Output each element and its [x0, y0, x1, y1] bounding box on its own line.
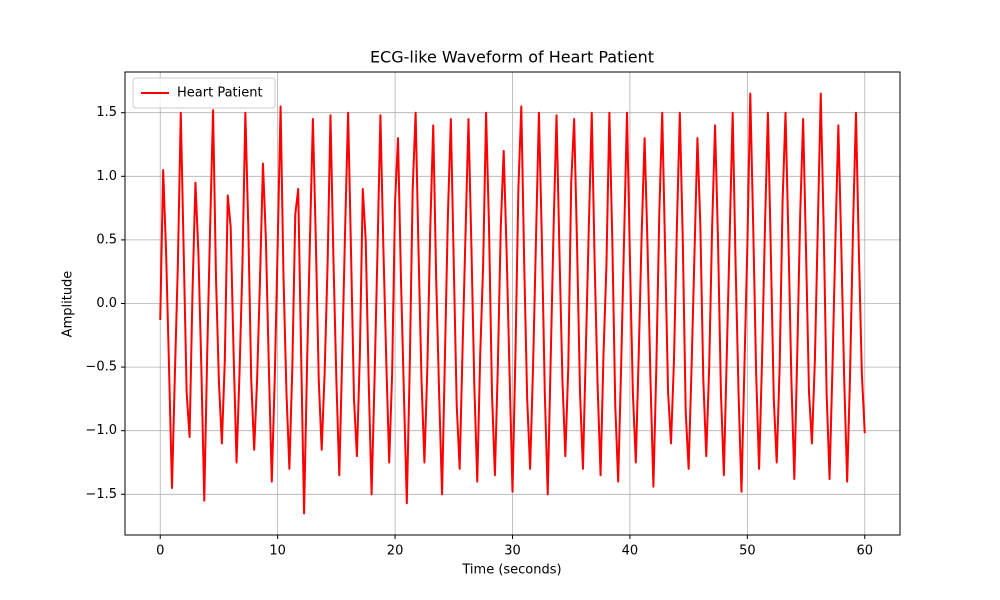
y-tick-label: −1.5 [85, 487, 117, 502]
x-tick-label: 30 [504, 544, 521, 559]
legend-box [132, 77, 276, 109]
chart-title: ECG-like Waveform of Heart Patient [370, 48, 654, 67]
x-tick-label: 50 [739, 544, 756, 559]
y-axis-label: Amplitude [61, 271, 76, 338]
legend-label: Heart Patient [177, 86, 263, 101]
y-tick-label: 1.0 [96, 169, 117, 184]
x-tick-label: 10 [269, 544, 286, 559]
line [159, 92, 866, 515]
x-axis-label: Time (seconds) [461, 563, 561, 578]
y-tick-label: −1.0 [85, 423, 117, 438]
y-tick-label: 0.5 [96, 232, 117, 247]
y-tick-label: −0.5 [85, 360, 117, 375]
x-tick-label: 60 [856, 544, 873, 559]
x-tick-label: 0 [156, 544, 164, 559]
y-tick-label: 0.0 [96, 296, 117, 311]
x-tick-label: 20 [387, 544, 404, 559]
axes-frame [124, 71, 901, 536]
y-tick-label: 1.5 [96, 105, 117, 120]
x-tick-label: 40 [622, 544, 639, 559]
